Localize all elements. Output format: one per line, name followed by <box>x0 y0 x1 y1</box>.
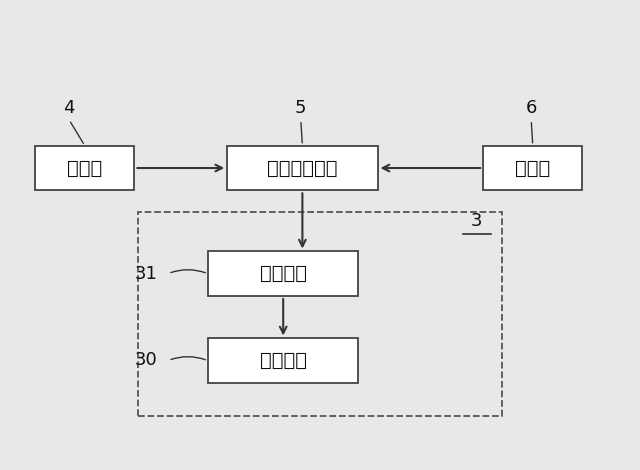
Bar <box>227 146 378 190</box>
Text: 加工機構: 加工機構 <box>260 351 307 370</box>
Bar <box>208 251 358 296</box>
Text: 移動機構: 移動機構 <box>260 264 307 283</box>
Text: カメラ: カメラ <box>67 158 102 178</box>
Text: 30: 30 <box>134 352 157 369</box>
Bar <box>483 146 582 190</box>
Bar <box>208 338 358 383</box>
Text: 31: 31 <box>134 265 157 282</box>
Text: 6: 6 <box>525 99 537 117</box>
Text: 3: 3 <box>471 212 483 230</box>
Text: 制御ユニット: 制御ユニット <box>267 158 338 178</box>
Bar <box>35 146 134 190</box>
Text: 4: 4 <box>63 99 75 117</box>
Bar <box>138 212 502 416</box>
Text: メモリ: メモリ <box>515 158 550 178</box>
Text: 5: 5 <box>295 99 307 117</box>
